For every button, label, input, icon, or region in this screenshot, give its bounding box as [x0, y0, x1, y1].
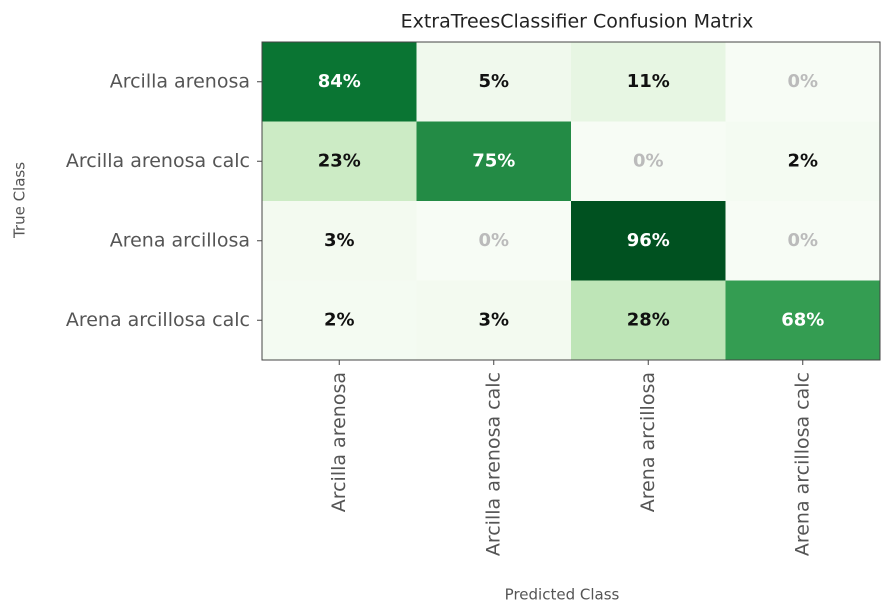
cell-label: 0% — [787, 71, 818, 92]
cell-label: 2% — [787, 150, 818, 171]
heatmap-cell — [262, 280, 417, 360]
cell-label: 0% — [787, 230, 818, 251]
heatmap-cell — [571, 201, 726, 281]
cell-label: 2% — [324, 309, 355, 330]
cell-label: 75% — [472, 150, 515, 171]
heatmap-cell — [725, 201, 880, 281]
plot-frame — [261, 41, 881, 361]
x-tick-label: Arena arcillosa — [637, 372, 659, 512]
cell-label: 0% — [478, 230, 509, 251]
heatmap-cell — [416, 280, 571, 360]
heatmap-cell — [725, 280, 880, 360]
y-tick-label: Arena arcillosa calc — [66, 309, 250, 331]
y-tick-label: Arcilla arenosa calc — [66, 150, 250, 172]
cell-label: 5% — [478, 71, 509, 92]
cell-label: 84% — [318, 71, 361, 92]
cell-label: 28% — [627, 309, 670, 330]
heatmap-cell — [262, 42, 417, 122]
heatmap-cell — [571, 42, 726, 122]
y-tick-label: Arcilla arenosa — [110, 70, 250, 92]
x-tick-label: Arcilla arenosa — [328, 372, 350, 512]
heatmap-cell — [571, 121, 726, 201]
cell-label: 96% — [627, 230, 670, 251]
x-axis-label: Predicted Class — [505, 586, 620, 604]
heatmap-cell — [416, 42, 571, 122]
y-tick-label: Arena arcillosa — [110, 229, 250, 251]
heatmap-cell — [725, 42, 880, 122]
cell-label: 23% — [318, 150, 361, 171]
heatmap-cell — [262, 201, 417, 281]
heatmap-cell — [416, 201, 571, 281]
cell-label: 0% — [633, 150, 664, 171]
x-tick-label: Arcilla arenosa calc — [482, 372, 504, 556]
y-axis-label: True Class — [11, 162, 29, 239]
chart-title: ExtraTreesClassifier Confusion Matrix — [401, 11, 754, 33]
cell-label: 68% — [781, 309, 824, 330]
cell-label: 11% — [627, 71, 670, 92]
cell-label: 3% — [324, 230, 355, 251]
heatmap-cell — [416, 121, 571, 201]
heatmap-cell — [262, 121, 417, 201]
x-tick-label: Arena arcillosa calc — [791, 372, 813, 556]
cell-label: 3% — [478, 309, 509, 330]
heatmap-cell — [725, 121, 880, 201]
heatmap-cell — [571, 280, 726, 360]
